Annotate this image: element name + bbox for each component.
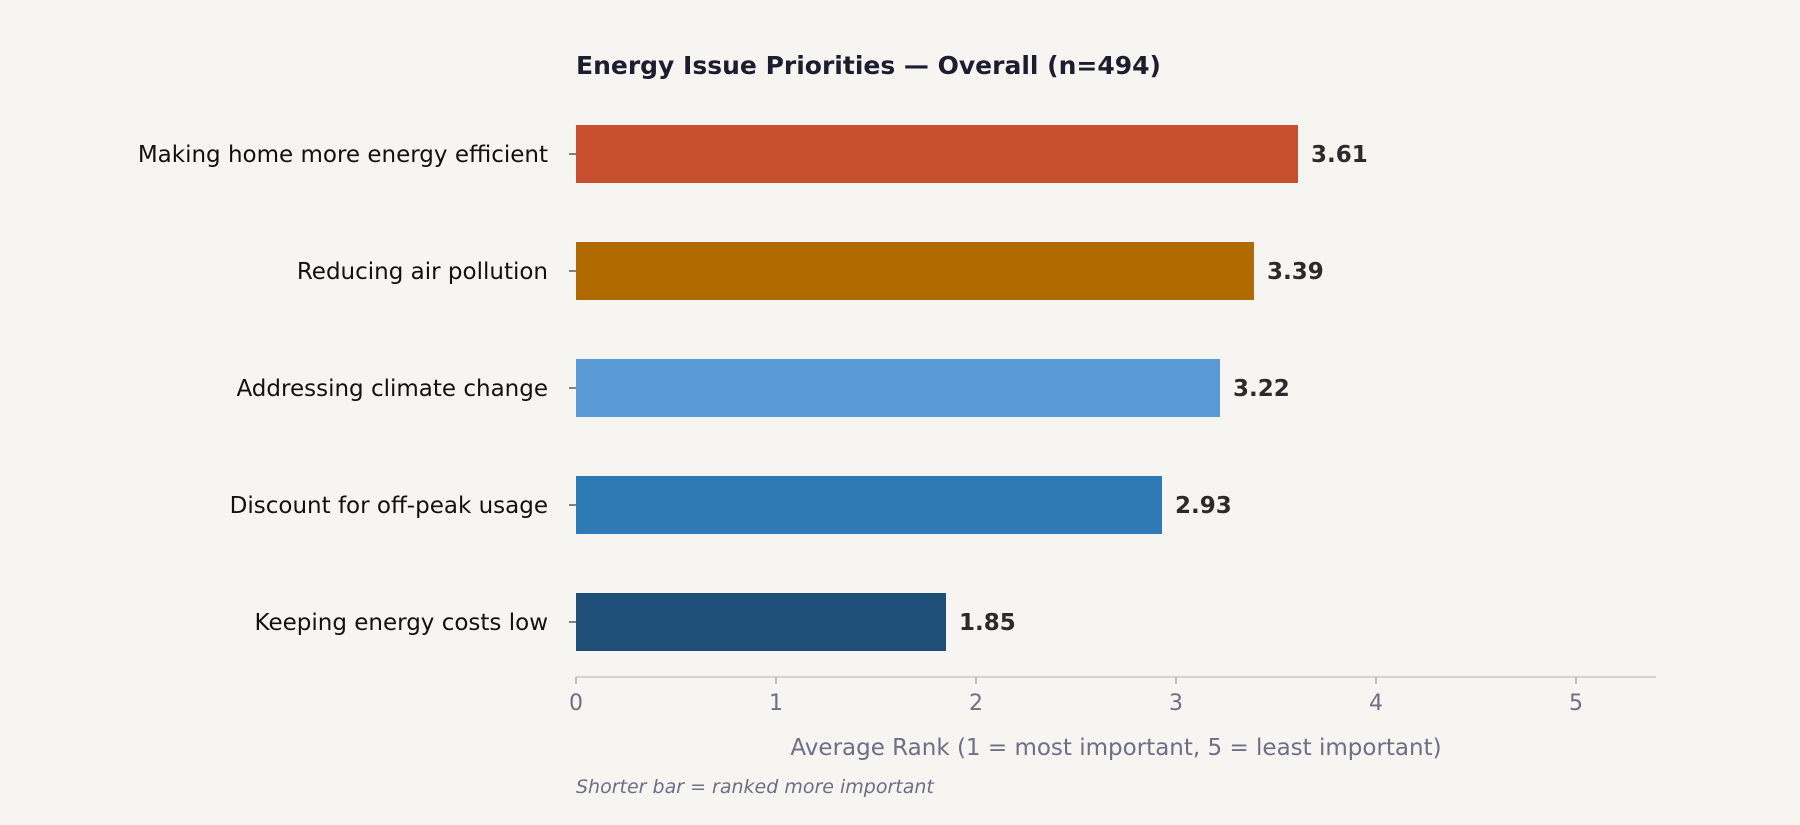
y-axis-ticks xyxy=(569,153,576,623)
value-label: 3.61 xyxy=(1311,142,1368,168)
category-label: Addressing climate change xyxy=(236,376,548,402)
x-tick-label: 1 xyxy=(769,691,783,716)
value-label: 1.85 xyxy=(959,610,1016,636)
bar xyxy=(576,242,1254,300)
value-label: 3.39 xyxy=(1267,259,1324,285)
chart-footnote: Shorter bar = ranked more important xyxy=(576,776,935,798)
category-label: Reducing air pollution xyxy=(297,259,548,285)
category-labels: Making home more energy efficient Reducin… xyxy=(138,142,548,636)
x-tick-label: 2 xyxy=(969,691,983,716)
x-axis-tick-labels: 0 1 2 3 4 5 xyxy=(569,691,1583,716)
x-axis-ticks xyxy=(575,677,1577,684)
bar xyxy=(576,593,946,651)
value-labels: 3.61 3.39 3.22 2.93 1.85 xyxy=(959,142,1368,636)
category-label: Keeping energy costs low xyxy=(255,610,548,636)
bar xyxy=(576,125,1298,183)
value-label: 2.93 xyxy=(1175,493,1232,519)
category-label: Making home more energy efficient xyxy=(138,142,548,168)
x-tick-label: 0 xyxy=(569,691,583,716)
chart-title: Energy Issue Priorities — Overall (n=494… xyxy=(576,51,1161,80)
x-axis-title: Average Rank (1 = most important, 5 = le… xyxy=(790,735,1441,761)
category-label: Discount for off-peak usage xyxy=(230,493,548,519)
bars-group xyxy=(576,125,1298,651)
x-tick-label: 5 xyxy=(1569,691,1583,716)
bar xyxy=(576,476,1162,534)
x-tick-label: 4 xyxy=(1369,691,1383,716)
x-tick-label: 3 xyxy=(1169,691,1183,716)
bar xyxy=(576,359,1220,417)
value-label: 3.22 xyxy=(1233,376,1290,402)
